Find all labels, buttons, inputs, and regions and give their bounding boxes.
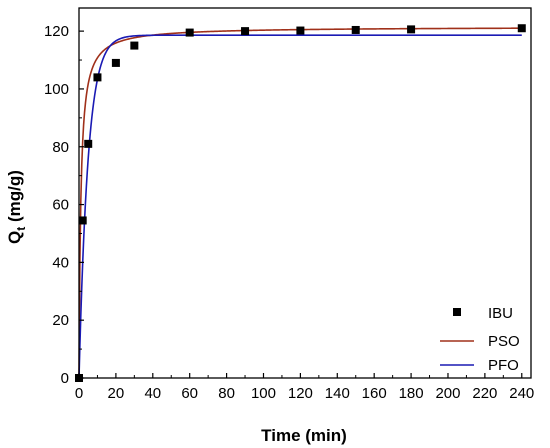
x-tick-label: 40: [144, 385, 161, 402]
x-tick-label: 240: [509, 385, 534, 402]
legend-pfo-label: PFO: [488, 357, 519, 374]
x-tick-label: 220: [472, 385, 497, 402]
y-tick-label: 0: [61, 370, 69, 387]
x-tick-label: 160: [362, 385, 387, 402]
y-tick-label: 100: [44, 81, 69, 98]
x-tick-label: 100: [251, 385, 276, 402]
y-axis-title: Qt (mg/g): [5, 170, 28, 244]
y-axis-title-main: Q: [5, 231, 24, 244]
legend-ibu-label: IBU: [488, 305, 513, 322]
legend-pso-label: PSO: [488, 333, 520, 350]
data-point: [93, 73, 102, 82]
x-tick-label: 60: [181, 385, 198, 402]
data-markers: [75, 24, 526, 382]
x-tick-label: 120: [288, 385, 313, 402]
data-point: [296, 26, 305, 35]
y-tick-label: 80: [52, 139, 69, 156]
x-tick-label: 0: [75, 385, 83, 402]
y-axis: 0 20 40 60 80 100 120: [44, 23, 84, 387]
data-point: [517, 24, 526, 33]
series-line-pfo: [78, 34, 522, 379]
y-tick-label: 120: [44, 23, 69, 40]
legend: IBU PSO PFO: [440, 305, 520, 374]
data-point: [130, 41, 139, 50]
y-tick-label: 60: [52, 197, 69, 214]
series-line-pso: [78, 27, 522, 379]
y-axis-title-unit: (mg/g): [5, 170, 24, 227]
data-point: [185, 28, 194, 37]
x-tick-label: 200: [435, 385, 460, 402]
data-point: [407, 25, 416, 34]
data-point: [111, 58, 120, 67]
y-tick-label: 40: [52, 254, 69, 271]
data-point: [78, 216, 87, 225]
x-axis-title: Time (min): [261, 426, 347, 445]
plot-frame: [78, 7, 532, 379]
x-tick-label: 80: [218, 385, 235, 402]
data-point: [351, 25, 360, 34]
x-tick-label: 20: [108, 385, 125, 402]
legend-ibu-marker: [453, 308, 461, 316]
x-axis: 0 20 40 60 80 100 120 140 160 180 200 220 240: [75, 373, 534, 402]
data-point: [241, 27, 250, 36]
x-tick-label: 140: [325, 385, 350, 402]
x-tick-label: 180: [399, 385, 424, 402]
data-point: [84, 139, 93, 148]
y-axis-title-sub: t: [14, 227, 28, 231]
plot-lines: [78, 27, 522, 379]
y-tick-label: 20: [52, 312, 69, 329]
